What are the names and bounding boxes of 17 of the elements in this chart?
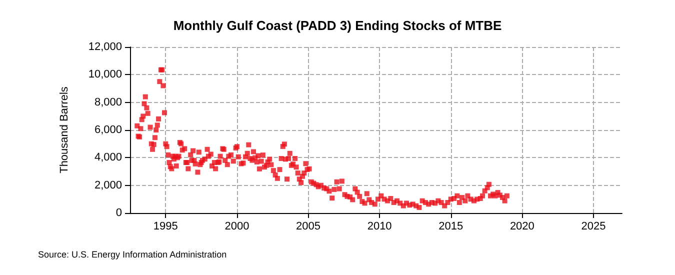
y-tick-label: 0: [116, 207, 122, 219]
x-tick-label: 2025: [581, 220, 606, 232]
x-tick-label: 2010: [367, 220, 392, 232]
x-tick-label: 2005: [296, 220, 321, 232]
y-tick-label: 4,000: [94, 152, 122, 164]
x-tick-label: 1995: [153, 220, 178, 232]
x-tick-label: 2000: [224, 220, 250, 232]
y-tick-label: 12,000: [88, 41, 122, 53]
y-tick-label: 2,000: [94, 179, 122, 192]
y-tick-label: 8,000: [94, 96, 122, 108]
x-tick-label: 2015: [438, 220, 464, 232]
source-note: Source: U.S. Energy Information Administration: [38, 250, 227, 260]
y-tick-label: 6,000: [94, 124, 122, 136]
chart-title: Monthly Gulf Coast (PADD 3) Ending Stocks of MTBE: [173, 18, 502, 33]
y-tick-label: 10,000: [88, 68, 122, 81]
x-tick-label: 2020: [510, 220, 534, 232]
y-axis-title: Thousand Barrels: [58, 86, 70, 174]
